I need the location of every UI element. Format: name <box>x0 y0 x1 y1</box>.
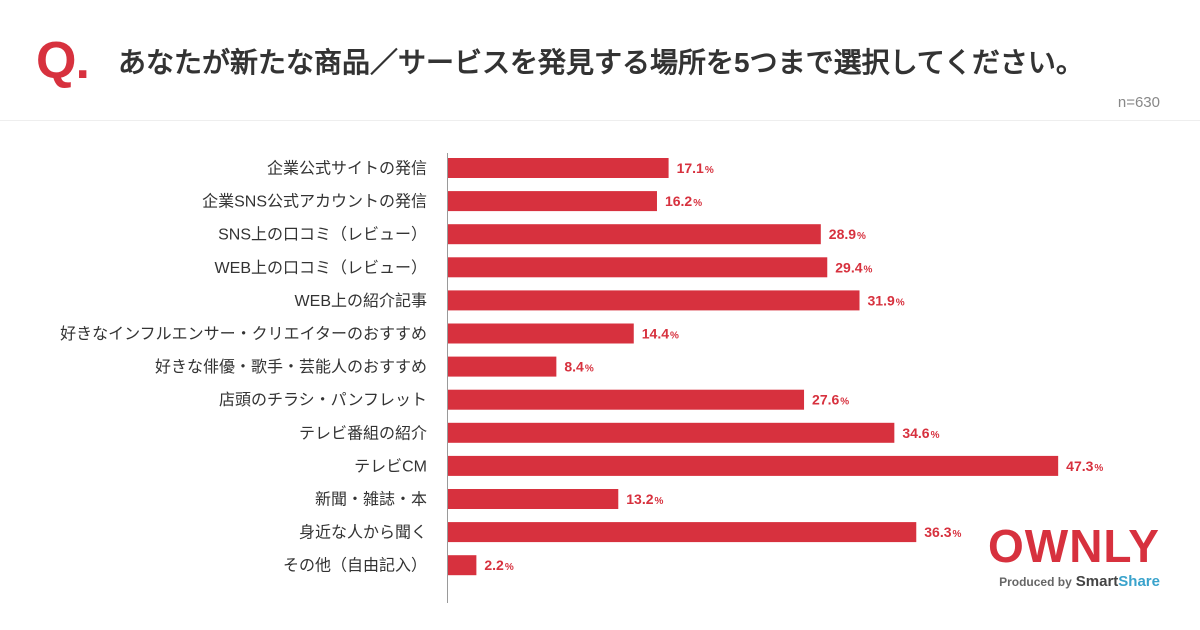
value-unit: % <box>655 496 664 507</box>
value-unit: % <box>931 430 940 441</box>
category-label: 企業公式サイトの発信 <box>267 160 427 178</box>
value-unit: % <box>670 331 679 342</box>
value-label: 27.6% <box>812 392 849 408</box>
category-label: テレビCM <box>354 457 427 475</box>
category-label: 店頭のチラシ・パンフレット <box>219 391 427 409</box>
value-label: 8.4% <box>564 359 593 375</box>
logo-produced-by-line: Produced by SmartShare <box>988 572 1160 592</box>
value-number: 17.1 <box>677 160 704 176</box>
value-label: 2.2% <box>484 557 513 573</box>
value-unit: % <box>953 529 962 540</box>
value-unit: % <box>505 562 514 573</box>
bar <box>448 257 828 278</box>
value-number: 14.4 <box>642 326 669 342</box>
value-unit: % <box>840 397 849 408</box>
value-number: 27.6 <box>812 392 839 408</box>
bar <box>448 522 917 543</box>
value-number: 2.2 <box>484 557 504 573</box>
value-number: 47.3 <box>1066 458 1093 474</box>
value-number: 31.9 <box>868 292 895 308</box>
value-label: 29.4% <box>835 259 872 275</box>
bar-rows: 企業公式サイトの発信 17.1%企業SNS公式アカウントの発信 16.2%SNS上の… <box>60 158 1103 576</box>
category-label: SNS上の口コミ（レビュー） <box>218 226 427 244</box>
value-unit: % <box>864 264 873 275</box>
value-label: 13.2% <box>626 491 663 507</box>
category-label: 好きな俳優・歌手・芸能人のおすすめ <box>155 358 427 376</box>
bar-row: テレビ番組の紹介 34.6% <box>299 422 940 443</box>
bar <box>448 389 805 410</box>
bar <box>448 224 821 245</box>
category-label: テレビ番組の紹介 <box>299 424 427 442</box>
bar-row: 好きなインフルエンサー・クリエイターのおすすめ 14.4% <box>60 323 679 344</box>
logo-produced-by: Produced by <box>999 575 1072 589</box>
chart-title: あなたが新たな商品／サービスを発見する場所を5つまで選択してください。 <box>118 47 1084 78</box>
bar-row: 好きな俳優・歌手・芸能人のおすすめ 8.4% <box>155 356 594 377</box>
bar <box>448 290 860 311</box>
value-number: 36.3 <box>924 524 951 540</box>
bar-row: 企業公式サイトの発信 17.1% <box>267 158 714 178</box>
logo-smart: Smart <box>1075 573 1119 590</box>
value-label: 14.4% <box>642 326 679 342</box>
bar <box>448 489 619 509</box>
question-mark-label: Q. <box>36 32 90 90</box>
category-label: WEB上の紹介記事 <box>295 292 427 310</box>
value-label: 28.9% <box>829 226 866 242</box>
bar <box>448 323 634 344</box>
value-number: 28.9 <box>829 226 856 242</box>
value-label: 34.6% <box>902 425 939 441</box>
bar <box>448 455 1059 476</box>
value-unit: % <box>585 364 594 375</box>
category-label: WEB上の口コミ（レビュー） <box>215 259 427 277</box>
value-label: 16.2% <box>665 193 702 209</box>
bar-row: WEB上の口コミ（レビュー） 29.4% <box>215 257 873 278</box>
bar-row: WEB上の紹介記事 31.9% <box>295 290 905 311</box>
logo-share: Share <box>1118 573 1160 590</box>
bar <box>448 191 657 212</box>
value-unit: % <box>1094 463 1103 474</box>
category-label: 新聞・雑誌・本 <box>315 491 427 509</box>
bar <box>448 158 669 178</box>
bar <box>448 555 477 576</box>
value-unit: % <box>857 231 866 242</box>
value-label: 36.3% <box>924 524 961 540</box>
value-unit: % <box>896 297 905 308</box>
bar-row: SNS上の口コミ（レビュー） 28.9% <box>218 224 866 245</box>
header-divider <box>0 120 1200 121</box>
sample-size: n=630 <box>1117 94 1160 111</box>
value-unit: % <box>693 198 702 209</box>
bar <box>448 356 557 377</box>
bar <box>448 422 895 443</box>
value-label: 47.3% <box>1066 458 1103 474</box>
bar-row: 身近な人から聞く 36.3% <box>299 522 962 543</box>
bar-row: 店頭のチラシ・パンフレット 27.6% <box>219 389 849 410</box>
ownly-logo: OWNLY Produced by SmartShare <box>988 520 1160 592</box>
category-label: 企業SNS公式アカウントの発信 <box>202 193 427 211</box>
bar-row: 企業SNS公式アカウントの発信 16.2% <box>202 191 702 212</box>
category-label: その他（自由記入） <box>283 557 427 575</box>
value-number: 34.6 <box>902 425 929 441</box>
value-number: 16.2 <box>665 193 692 209</box>
bar-row: 新聞・雑誌・本 13.2% <box>315 489 664 509</box>
logo-brand: OWNLY <box>988 520 1160 572</box>
value-number: 8.4 <box>564 359 584 375</box>
category-label: 身近な人から聞く <box>299 524 427 542</box>
value-label: 31.9% <box>868 292 905 308</box>
value-number: 13.2 <box>626 491 653 507</box>
value-unit: % <box>705 165 714 176</box>
category-label: 好きなインフルエンサー・クリエイターのおすすめ <box>60 325 427 343</box>
bar-row: テレビCM 47.3% <box>354 455 1103 476</box>
bar-row: その他（自由記入） 2.2% <box>283 555 514 576</box>
value-number: 29.4 <box>835 259 862 275</box>
value-label: 17.1% <box>677 160 714 176</box>
